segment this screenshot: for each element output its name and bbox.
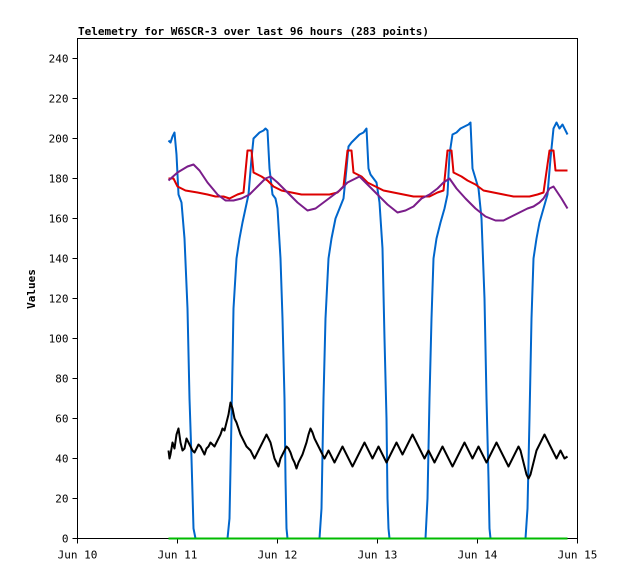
chart-title: Telemetry for W6SCR-3 over last 96 hours… (78, 25, 429, 38)
y-tick-label: 20 (55, 493, 68, 506)
series-line-1 (167, 121, 569, 540)
x-tick-label: Jun 14 (458, 549, 498, 562)
x-tick-label: Jun 15 (558, 549, 598, 562)
y-tick-label: 80 (55, 373, 68, 386)
series-line-2 (168, 149, 568, 200)
y-tick-label: 120 (49, 293, 69, 306)
y-tick-label: 40 (55, 453, 68, 466)
series-line-3 (167, 163, 569, 222)
y-tick-label: 100 (49, 333, 69, 346)
y-axis-label: Values (25, 269, 38, 309)
y-tick-label: 200 (49, 133, 69, 146)
x-tick-label: Jun 12 (258, 549, 298, 562)
x-axis: Jun 10 Jun 11 Jun 12 Jun 13 Jun 14 Jun 15 (58, 538, 598, 562)
y-axis: 0 20 40 60 80 100 120 140 160 180 200 220 240 (49, 53, 78, 546)
y-tick-label: 180 (49, 173, 69, 186)
x-tick-label: Jun 11 (158, 549, 198, 562)
y-tick-label: 140 (49, 253, 69, 266)
y-tick-label: 0 (62, 533, 69, 546)
y-tick-label: 220 (49, 93, 69, 106)
y-tick-label: 240 (49, 53, 69, 66)
series-layer (167, 121, 569, 540)
x-tick-label: Jun 10 (58, 549, 98, 562)
x-tick-label: Jun 13 (358, 549, 398, 562)
y-tick-label: 160 (49, 213, 69, 226)
y-tick-label: 60 (55, 413, 68, 426)
series-line-4 (167, 401, 569, 480)
